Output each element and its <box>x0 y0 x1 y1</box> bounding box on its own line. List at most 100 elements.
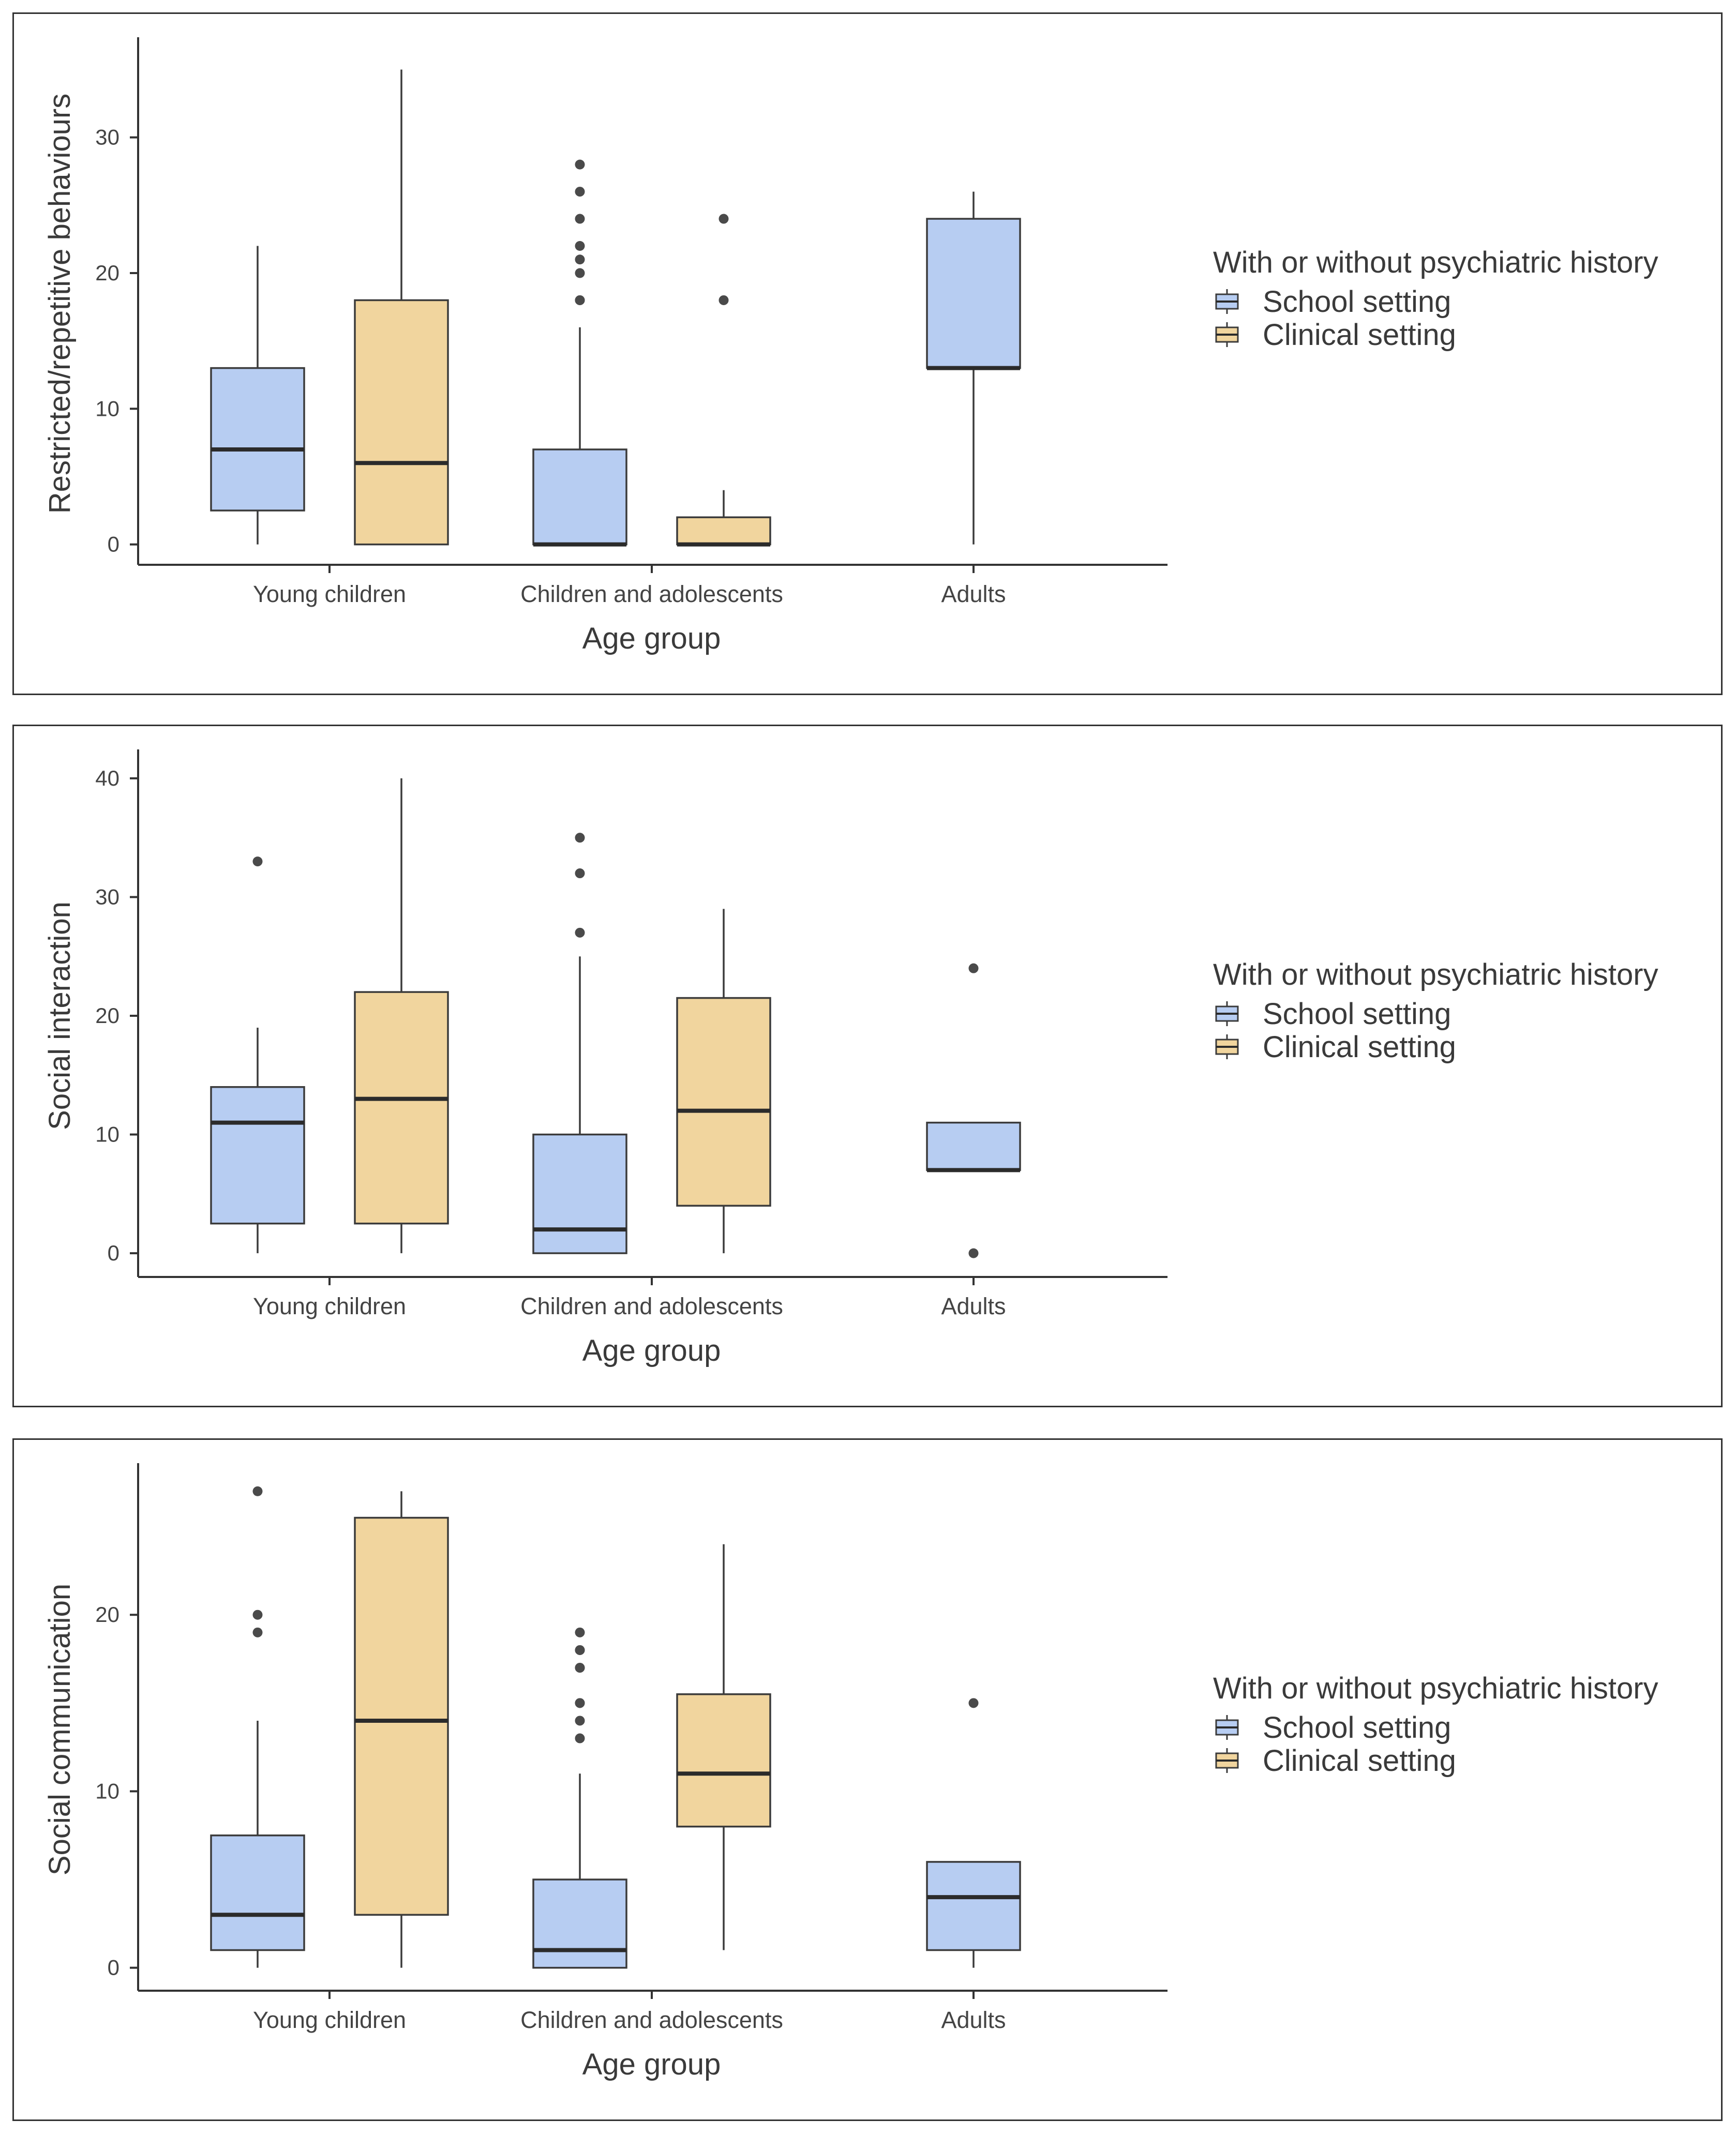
x-axis-title: Age group <box>582 2048 721 2081</box>
outlier-point <box>575 295 585 305</box>
chart-panel-social-interaction: 0 10 20 30 40 Young children Children and adol… <box>12 725 1723 1407</box>
legend-item-school: School setting <box>1215 1711 1451 1745</box>
legend-title: With or without psychiatric history <box>1213 246 1658 279</box>
chart-panel-restricted-repetitive: 0 10 20 30 Young children Children and adoles… <box>12 12 1723 695</box>
box-clinical-young-children <box>354 69 449 546</box>
outlier-point <box>575 1645 585 1655</box>
x-tick-label: Adults <box>941 581 1006 607</box>
legend-label: Clinical setting <box>1263 1030 1456 1064</box>
outlier-point <box>575 1663 585 1673</box>
y-tick-label: 30 <box>95 125 119 149</box>
box-school-adults <box>926 191 1021 545</box>
outlier-point <box>575 1733 585 1743</box>
x-tick-label: Children and adolescents <box>520 1293 783 1319</box>
box-body <box>354 1516 449 1916</box>
legend-item-clinical: Clinical setting <box>1215 318 1456 352</box>
box-body <box>532 1878 627 1969</box>
box-school-children-and-adolescents <box>532 159 627 547</box>
outlier-point <box>575 927 585 938</box>
box-school-adults <box>926 963 1021 1258</box>
box-clinical-children-and-adolescents <box>676 214 771 547</box>
box-school-young-children <box>210 1486 305 1968</box>
box-school-adults <box>926 1698 1021 1968</box>
chart-svg: 0 10 20 30 40 Young children Children and adol… <box>43 749 1658 1367</box>
box-clinical-children-and-adolescents <box>676 1544 771 1950</box>
outlier-point <box>575 868 585 879</box>
legend-label: Clinical setting <box>1263 318 1456 352</box>
x-tick-label: Young children <box>253 1293 406 1319</box>
legend-label: School setting <box>1263 997 1451 1031</box>
y-axis-title: Social communication <box>43 1584 77 1875</box>
legend-item-clinical: Clinical setting <box>1215 1030 1456 1064</box>
y-tick-label: 20 <box>95 261 119 285</box>
legend-title: With or without psychiatric history <box>1213 958 1658 991</box>
box-body <box>354 991 449 1225</box>
legend-item-clinical: Clinical setting <box>1215 1744 1456 1778</box>
outlier-point <box>252 1610 263 1620</box>
outlier-point <box>575 241 585 251</box>
outlier-point <box>575 268 585 278</box>
outlier-point <box>575 1698 585 1708</box>
outlier-point <box>575 187 585 197</box>
y-tick-label: 0 <box>108 1241 119 1265</box>
x-tick-label: Children and adolescents <box>520 581 783 607</box>
outlier-point <box>719 295 729 305</box>
box-body <box>210 1834 305 1951</box>
y-tick-label: 20 <box>95 1003 119 1028</box>
outlier-point <box>575 1627 585 1637</box>
box-school-children-and-adolescents <box>532 1627 627 1969</box>
box-school-children-and-adolescents <box>532 833 627 1254</box>
box-school-young-children <box>210 246 305 545</box>
box-clinical-young-children <box>354 1491 449 1968</box>
box-body <box>676 1693 771 1828</box>
y-tick-label: 0 <box>108 1956 119 1980</box>
y-tick-label: 10 <box>95 396 119 420</box>
y-tick-label: 10 <box>95 1779 119 1803</box>
box-body <box>926 1861 1021 1951</box>
chart-panel-social-communication: 0 10 20 Young children Children and adolesce… <box>12 1438 1723 2121</box>
box-body <box>532 448 627 546</box>
outlier-point <box>252 856 263 867</box>
legend-label: School setting <box>1263 1711 1451 1745</box>
box-body <box>532 1133 627 1254</box>
x-tick-label: Adults <box>941 1293 1006 1319</box>
y-tick-label: 40 <box>95 766 119 790</box>
outlier-point <box>575 254 585 265</box>
outlier-point <box>252 1486 263 1496</box>
outlier-point <box>575 214 585 224</box>
outlier-point <box>719 214 729 224</box>
box-body <box>926 1121 1021 1171</box>
x-axis-title: Age group <box>582 622 721 655</box>
outlier-point <box>575 1716 585 1726</box>
chart-svg: 0 10 20 Young children Children and adolesce… <box>43 1463 1658 2081</box>
box-school-young-children <box>210 856 305 1254</box>
y-axis-title: Restricted/repetitive behaviours <box>43 94 77 514</box>
outlier-point <box>252 1627 263 1637</box>
outlier-point <box>968 1248 979 1258</box>
x-tick-label: Children and adolescents <box>520 2007 783 2033</box>
box-body <box>354 299 449 546</box>
y-tick-label: 0 <box>108 532 119 557</box>
outlier-point <box>575 159 585 170</box>
box-body <box>210 367 305 512</box>
x-tick-label: Young children <box>253 2007 406 2033</box>
legend-item-school: School setting <box>1215 285 1451 319</box>
chart-svg: 0 10 20 30 Young children Children and adoles… <box>43 37 1658 655</box>
legend-item-school: School setting <box>1215 997 1451 1031</box>
box-body <box>676 516 771 546</box>
x-axis-title: Age group <box>582 1334 721 1367</box>
y-axis-title: Social interaction <box>43 901 77 1130</box>
y-tick-label: 20 <box>95 1602 119 1627</box>
x-tick-label: Young children <box>253 581 406 607</box>
box-body <box>926 218 1021 369</box>
box-body <box>676 997 771 1207</box>
x-tick-label: Adults <box>941 2007 1006 2033</box>
legend-title: With or without psychiatric history <box>1213 1672 1658 1705</box>
outlier-point <box>968 1698 979 1708</box>
box-clinical-children-and-adolescents <box>676 909 771 1254</box>
outlier-point <box>575 833 585 843</box>
y-tick-label: 10 <box>95 1122 119 1147</box>
y-tick-label: 30 <box>95 884 119 909</box>
outlier-point <box>968 963 979 973</box>
box-body <box>210 1086 305 1225</box>
